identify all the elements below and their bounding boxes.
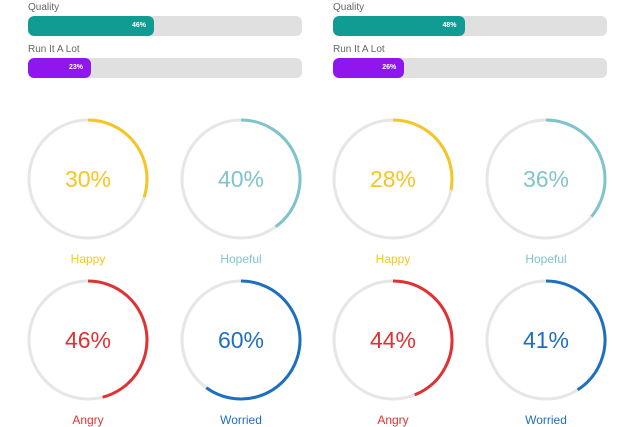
gauge-ring (27, 118, 149, 240)
gauge-caption: Worried (220, 413, 262, 427)
gauge-value: 28% (369, 166, 417, 192)
gauge-arc (240, 118, 302, 228)
bar-label: Quality (333, 2, 365, 13)
progress-track: 23% (28, 58, 302, 78)
bar-label: Run It A Lot (28, 44, 80, 55)
circular-gauge: 30% Happy (25, 110, 151, 266)
progress-bars: Quality 46% Run It A Lot 23% Quality 48%… (0, 0, 640, 90)
gauge-value: 46% (64, 327, 112, 353)
progress-fill: 23% (28, 58, 92, 78)
gauge-ring (180, 279, 302, 401)
gauge-ring (332, 279, 454, 401)
progress-percent: 48% (442, 22, 457, 29)
gauge-value: 60% (217, 327, 265, 353)
bar-group-left: Quality 46% Run It A Lot 23% (28, 1, 302, 85)
progress-fill: 26% (333, 58, 405, 78)
gauge-value: 44% (369, 327, 417, 353)
gauge-caption: Hopeful (220, 252, 262, 266)
bar-label: Run It A Lot (333, 44, 385, 55)
gauge-value: 30% (64, 166, 112, 192)
circular-gauge: 44% Angry (330, 271, 456, 427)
progress-track: 26% (333, 58, 607, 78)
gauge-value: 36% (522, 166, 570, 192)
gauge-ring (27, 279, 149, 401)
gauge-arc (545, 118, 607, 218)
progress-percent: 23% (69, 64, 84, 71)
progress-track: 46% (28, 16, 302, 36)
gauge-arc (545, 279, 607, 392)
gauge-arc (392, 279, 454, 397)
gauge-ring (332, 118, 454, 240)
gauge-caption: Angry (72, 413, 104, 427)
bar-label: Quality (28, 2, 60, 13)
circular-gauge: 41% Worried (483, 271, 609, 427)
circular-gauge: 46% Angry (25, 271, 151, 427)
circular-gauge: 28% Happy (330, 110, 456, 266)
gauge-caption: Happy (70, 252, 106, 266)
gauge-caption: Angry (377, 413, 409, 427)
circular-gauge: 40% Hopeful (178, 110, 304, 266)
bar-group-right: Quality 48% Run It A Lot 26% (333, 1, 607, 85)
gauge-arc (87, 118, 149, 198)
progress-percent: 26% (382, 64, 397, 71)
progress-track: 48% (333, 16, 607, 36)
gauge-ring (180, 118, 302, 240)
gauge-caption: Hopeful (525, 252, 567, 266)
gauge-arc (205, 279, 302, 401)
gauge-value: 40% (217, 166, 265, 192)
gauge-ring (485, 279, 607, 401)
gauge-caption: Happy (375, 252, 411, 266)
circular-gauge: 60% Worried (178, 271, 304, 427)
circular-gauge: 36% Hopeful (483, 110, 609, 266)
gauge-value: 41% (522, 327, 570, 353)
progress-fill: 46% (28, 16, 155, 36)
gauge-ring (485, 118, 607, 240)
progress-percent: 46% (132, 22, 147, 29)
progress-fill: 48% (333, 16, 465, 36)
gauge-arc (87, 279, 149, 399)
gauge-grid: 30% Happy 40% Hopeful 28% Happy 36% Hope… (0, 105, 640, 427)
gauge-caption: Worried (525, 413, 567, 427)
gauge-arc (392, 118, 454, 191)
